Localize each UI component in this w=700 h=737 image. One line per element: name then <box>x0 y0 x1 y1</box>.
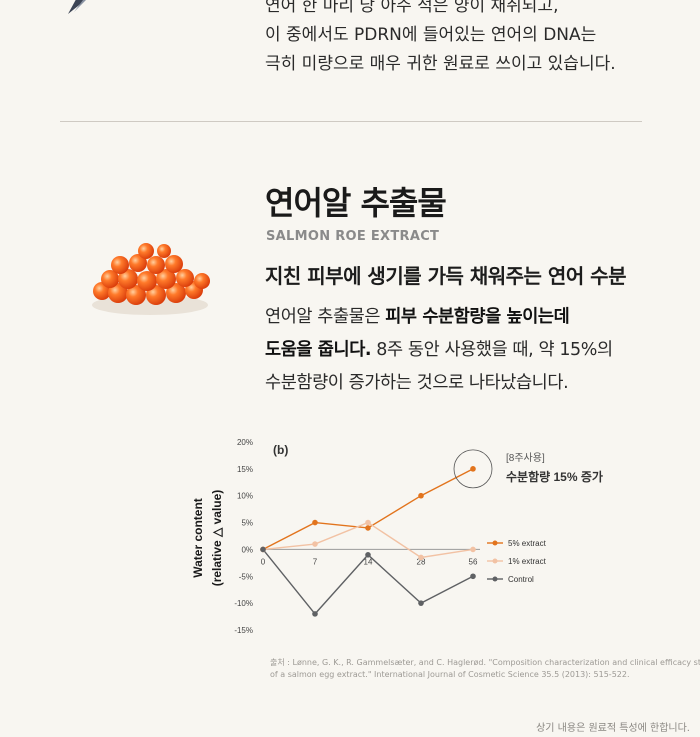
data-point <box>312 611 318 617</box>
data-point <box>418 492 424 499</box>
series-line <box>262 468 474 551</box>
source-line-2: of a salmon egg extract." International … <box>270 670 630 679</box>
annotation-label: [8주사용] <box>506 452 545 464</box>
x-tick-label: 7 <box>313 557 318 566</box>
y-tick-label: 15% <box>237 465 253 474</box>
source-line-1: 출처 : Lønne, G. K., R. Gammelsæter, and C… <box>270 658 700 667</box>
x-tick-label: 56 <box>469 557 478 566</box>
desc-text: 수분함량이 증가하는 것으로 나타났습니다. <box>265 373 569 393</box>
section-description: 연어알 추출물은 피부 수분함량을 높이는데 도움을 줍니다. 8주 동안 사용… <box>265 301 685 400</box>
intro-line-2: 이 중에서도 PDRN에 들어있는 연어의 DNA는 <box>265 25 597 45</box>
intro-line-3: 극히 미량으로 매우 귀한 원료로 쓰이고 있습니다. <box>265 54 616 74</box>
section-title: 연어알 추출물 <box>265 184 447 222</box>
section-headline: 지친 피부에 생기를 가득 채워주는 연어 수분 <box>265 264 626 288</box>
y-axis-label: Water content <box>191 498 205 578</box>
data-point <box>418 600 424 606</box>
data-point <box>470 466 476 472</box>
data-point <box>418 554 424 561</box>
desc-text: 8주 동안 사용했을 때, 약 15%의 <box>371 340 613 360</box>
data-point <box>365 525 371 531</box>
source-citation: 출처 : Lønne, G. K., R. Gammelsæter, and C… <box>270 657 700 681</box>
highlight-circle <box>453 449 493 489</box>
y-tick-label: 0% <box>241 545 253 554</box>
intro-text: 연어 한 마리 당 아주 적은 양이 채취되고, 이 중에서도 PDRN에 들어… <box>265 0 685 79</box>
footnote: 상기 내용은 원료적 특성에 한합니다. <box>536 723 690 734</box>
legend-label: 5% extract <box>508 539 547 548</box>
data-point <box>365 519 371 526</box>
data-point <box>470 546 476 553</box>
y-tick-label: -5% <box>239 572 253 581</box>
salmon-roe-image <box>92 243 210 315</box>
desc-text: 연어알 추출물은 <box>265 307 386 327</box>
y-tick-label: 5% <box>241 519 253 528</box>
panel-label: (b) <box>273 443 288 457</box>
legend-marker <box>492 576 498 582</box>
annotation-value: 수분함량 15% 증가 <box>506 469 603 484</box>
y-tick-label: 20% <box>237 438 253 447</box>
section-divider <box>60 121 642 122</box>
intro-line-1: 연어 한 마리 당 아주 적은 양이 채취되고, <box>265 0 559 16</box>
legend-label: 1% extract <box>508 557 547 566</box>
data-point <box>365 552 371 558</box>
legend-label: Control <box>508 575 534 584</box>
y-axis-label: (relative △ value) <box>210 490 224 587</box>
data-point <box>260 546 266 553</box>
desc-emphasis: 도움을 줍니다. <box>265 340 372 360</box>
legend-marker <box>492 540 498 546</box>
x-tick-label: 0 <box>261 557 266 566</box>
data-point <box>312 541 318 547</box>
desc-emphasis: 피부 수분함량을 높이는데 <box>385 307 570 327</box>
section-subtitle: SALMON ROE EXTRACT <box>266 229 440 244</box>
data-point <box>312 519 318 526</box>
y-tick-label: -15% <box>234 626 253 635</box>
water-content-chart: Water content (relative △ value) (b) 20%… <box>191 438 603 635</box>
y-tick-label: 10% <box>237 492 253 501</box>
legend-marker <box>492 558 498 564</box>
y-tick-label: -10% <box>234 599 253 608</box>
x-tick-label: 28 <box>417 557 426 566</box>
salmon-fin-image <box>68 0 86 14</box>
data-point <box>470 573 476 580</box>
x-tick-label: 14 <box>364 557 373 566</box>
